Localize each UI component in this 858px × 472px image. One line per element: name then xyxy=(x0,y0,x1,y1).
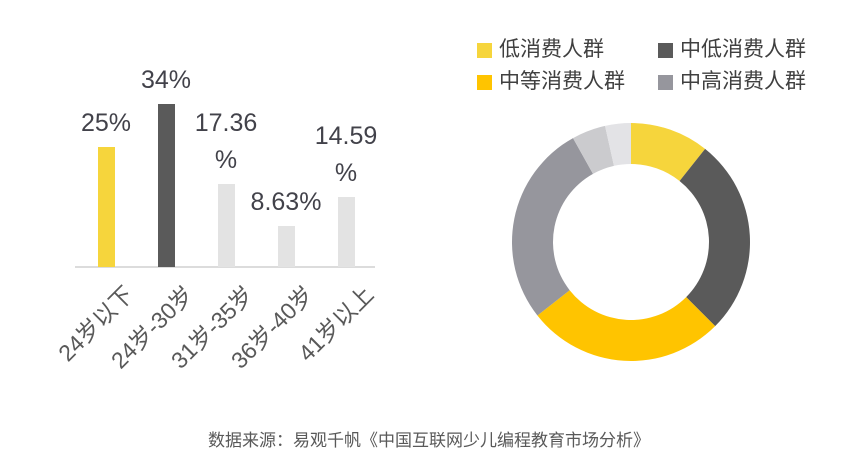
donut-segment-2 xyxy=(537,290,716,362)
legend-label: 中等消费人群 xyxy=(499,70,625,93)
legend-swatch-icon xyxy=(477,42,492,58)
bar-3 xyxy=(277,225,295,267)
x-axis-line xyxy=(75,266,375,268)
donut-segment-3 xyxy=(511,138,593,316)
legend-item-0: 低消费人群 xyxy=(477,39,658,61)
legend-label: 低消费人群 xyxy=(499,38,604,61)
donut-segment-0 xyxy=(631,123,706,181)
legend-item-1: 中低消费人群 xyxy=(658,39,806,61)
bar-1 xyxy=(157,104,175,267)
donut-segment-1 xyxy=(679,148,751,327)
legend-label: 中高消费人群 xyxy=(680,70,806,93)
legend-label: 中低消费人群 xyxy=(680,38,806,61)
bar-value-label-3: 8.63% xyxy=(250,187,322,216)
donut-segment-4 xyxy=(573,125,614,174)
bar-value-label-2: 17.36 % xyxy=(194,108,258,174)
bar-value-label-4: 14.59 % xyxy=(314,122,378,188)
legend-swatch-icon xyxy=(658,42,673,58)
age-distribution-bar-chart: 25% 24岁以下 34% 24岁-30岁 17.36 % 31岁-35岁 8.63% 36岁… xyxy=(53,66,378,373)
donut-segment-5 xyxy=(605,123,631,166)
legend-swatch-icon xyxy=(658,74,673,90)
donut-legend: 低消费人群 中低消费人群中等消费人群 中高消费人群 xyxy=(477,39,806,93)
legend-swatch-icon xyxy=(477,74,492,90)
bar-value-label-1: 34% xyxy=(140,66,192,95)
consumer-group-donut-chart xyxy=(511,123,751,362)
bar-0 xyxy=(97,147,115,267)
legend-item-3: 中高消费人群 xyxy=(658,71,806,93)
source-caption: 数据来源：易观千帆《中国互联网少儿编程教育市场分析》 xyxy=(208,431,650,450)
bar-2 xyxy=(217,183,235,267)
bar-4 xyxy=(337,197,355,267)
legend-item-2: 中等消费人群 xyxy=(477,71,658,93)
bar-value-label-0: 25% xyxy=(80,109,132,138)
